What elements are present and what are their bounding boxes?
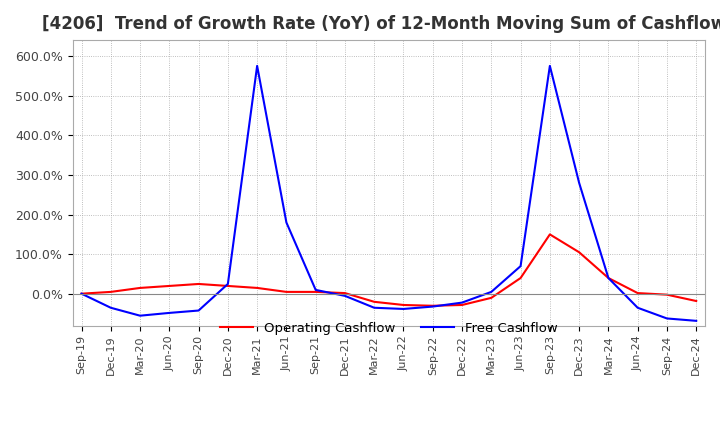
Free Cashflow [399,306,408,312]
Free Cashflow [107,305,115,310]
Free Cashflow [311,287,320,293]
Free Cashflow [458,300,467,305]
Free Cashflow [692,318,701,323]
Operating Cashflow [223,283,232,289]
Free Cashflow [634,305,642,310]
Free Cashflow [282,220,291,225]
Operating Cashflow [399,302,408,308]
Operating Cashflow [77,291,86,296]
Operating Cashflow [662,292,671,297]
Free Cashflow [253,63,261,69]
Operating Cashflow [194,281,203,286]
Operating Cashflow [428,303,437,308]
Free Cashflow [604,275,613,281]
Free Cashflow [194,308,203,313]
Free Cashflow [341,293,349,298]
Free Cashflow [428,304,437,309]
Operating Cashflow [575,249,583,255]
Operating Cashflow [458,302,467,308]
Free Cashflow [662,316,671,321]
Operating Cashflow [136,285,145,290]
Operating Cashflow [546,232,554,237]
Free Cashflow [77,291,86,296]
Free Cashflow [165,310,174,315]
Title: [4206]  Trend of Growth Rate (YoY) of 12-Month Moving Sum of Cashflows: [4206] Trend of Growth Rate (YoY) of 12-… [42,15,720,33]
Free Cashflow [575,180,583,186]
Operating Cashflow [604,275,613,281]
Operating Cashflow [692,298,701,304]
Free Cashflow [136,313,145,318]
Operating Cashflow [341,290,349,296]
Operating Cashflow [282,289,291,294]
Operating Cashflow [516,275,525,281]
Operating Cashflow [311,289,320,294]
Legend: Operating Cashflow, Free Cashflow: Operating Cashflow, Free Cashflow [215,316,563,340]
Line: Free Cashflow: Free Cashflow [81,66,696,321]
Operating Cashflow [487,295,495,301]
Line: Operating Cashflow: Operating Cashflow [81,235,696,306]
Free Cashflow [223,281,232,286]
Operating Cashflow [107,289,115,294]
Operating Cashflow [165,283,174,289]
Operating Cashflow [634,290,642,296]
Operating Cashflow [253,285,261,290]
Free Cashflow [370,305,379,310]
Operating Cashflow [370,299,379,304]
Free Cashflow [487,289,495,294]
Free Cashflow [516,264,525,269]
Free Cashflow [546,63,554,69]
